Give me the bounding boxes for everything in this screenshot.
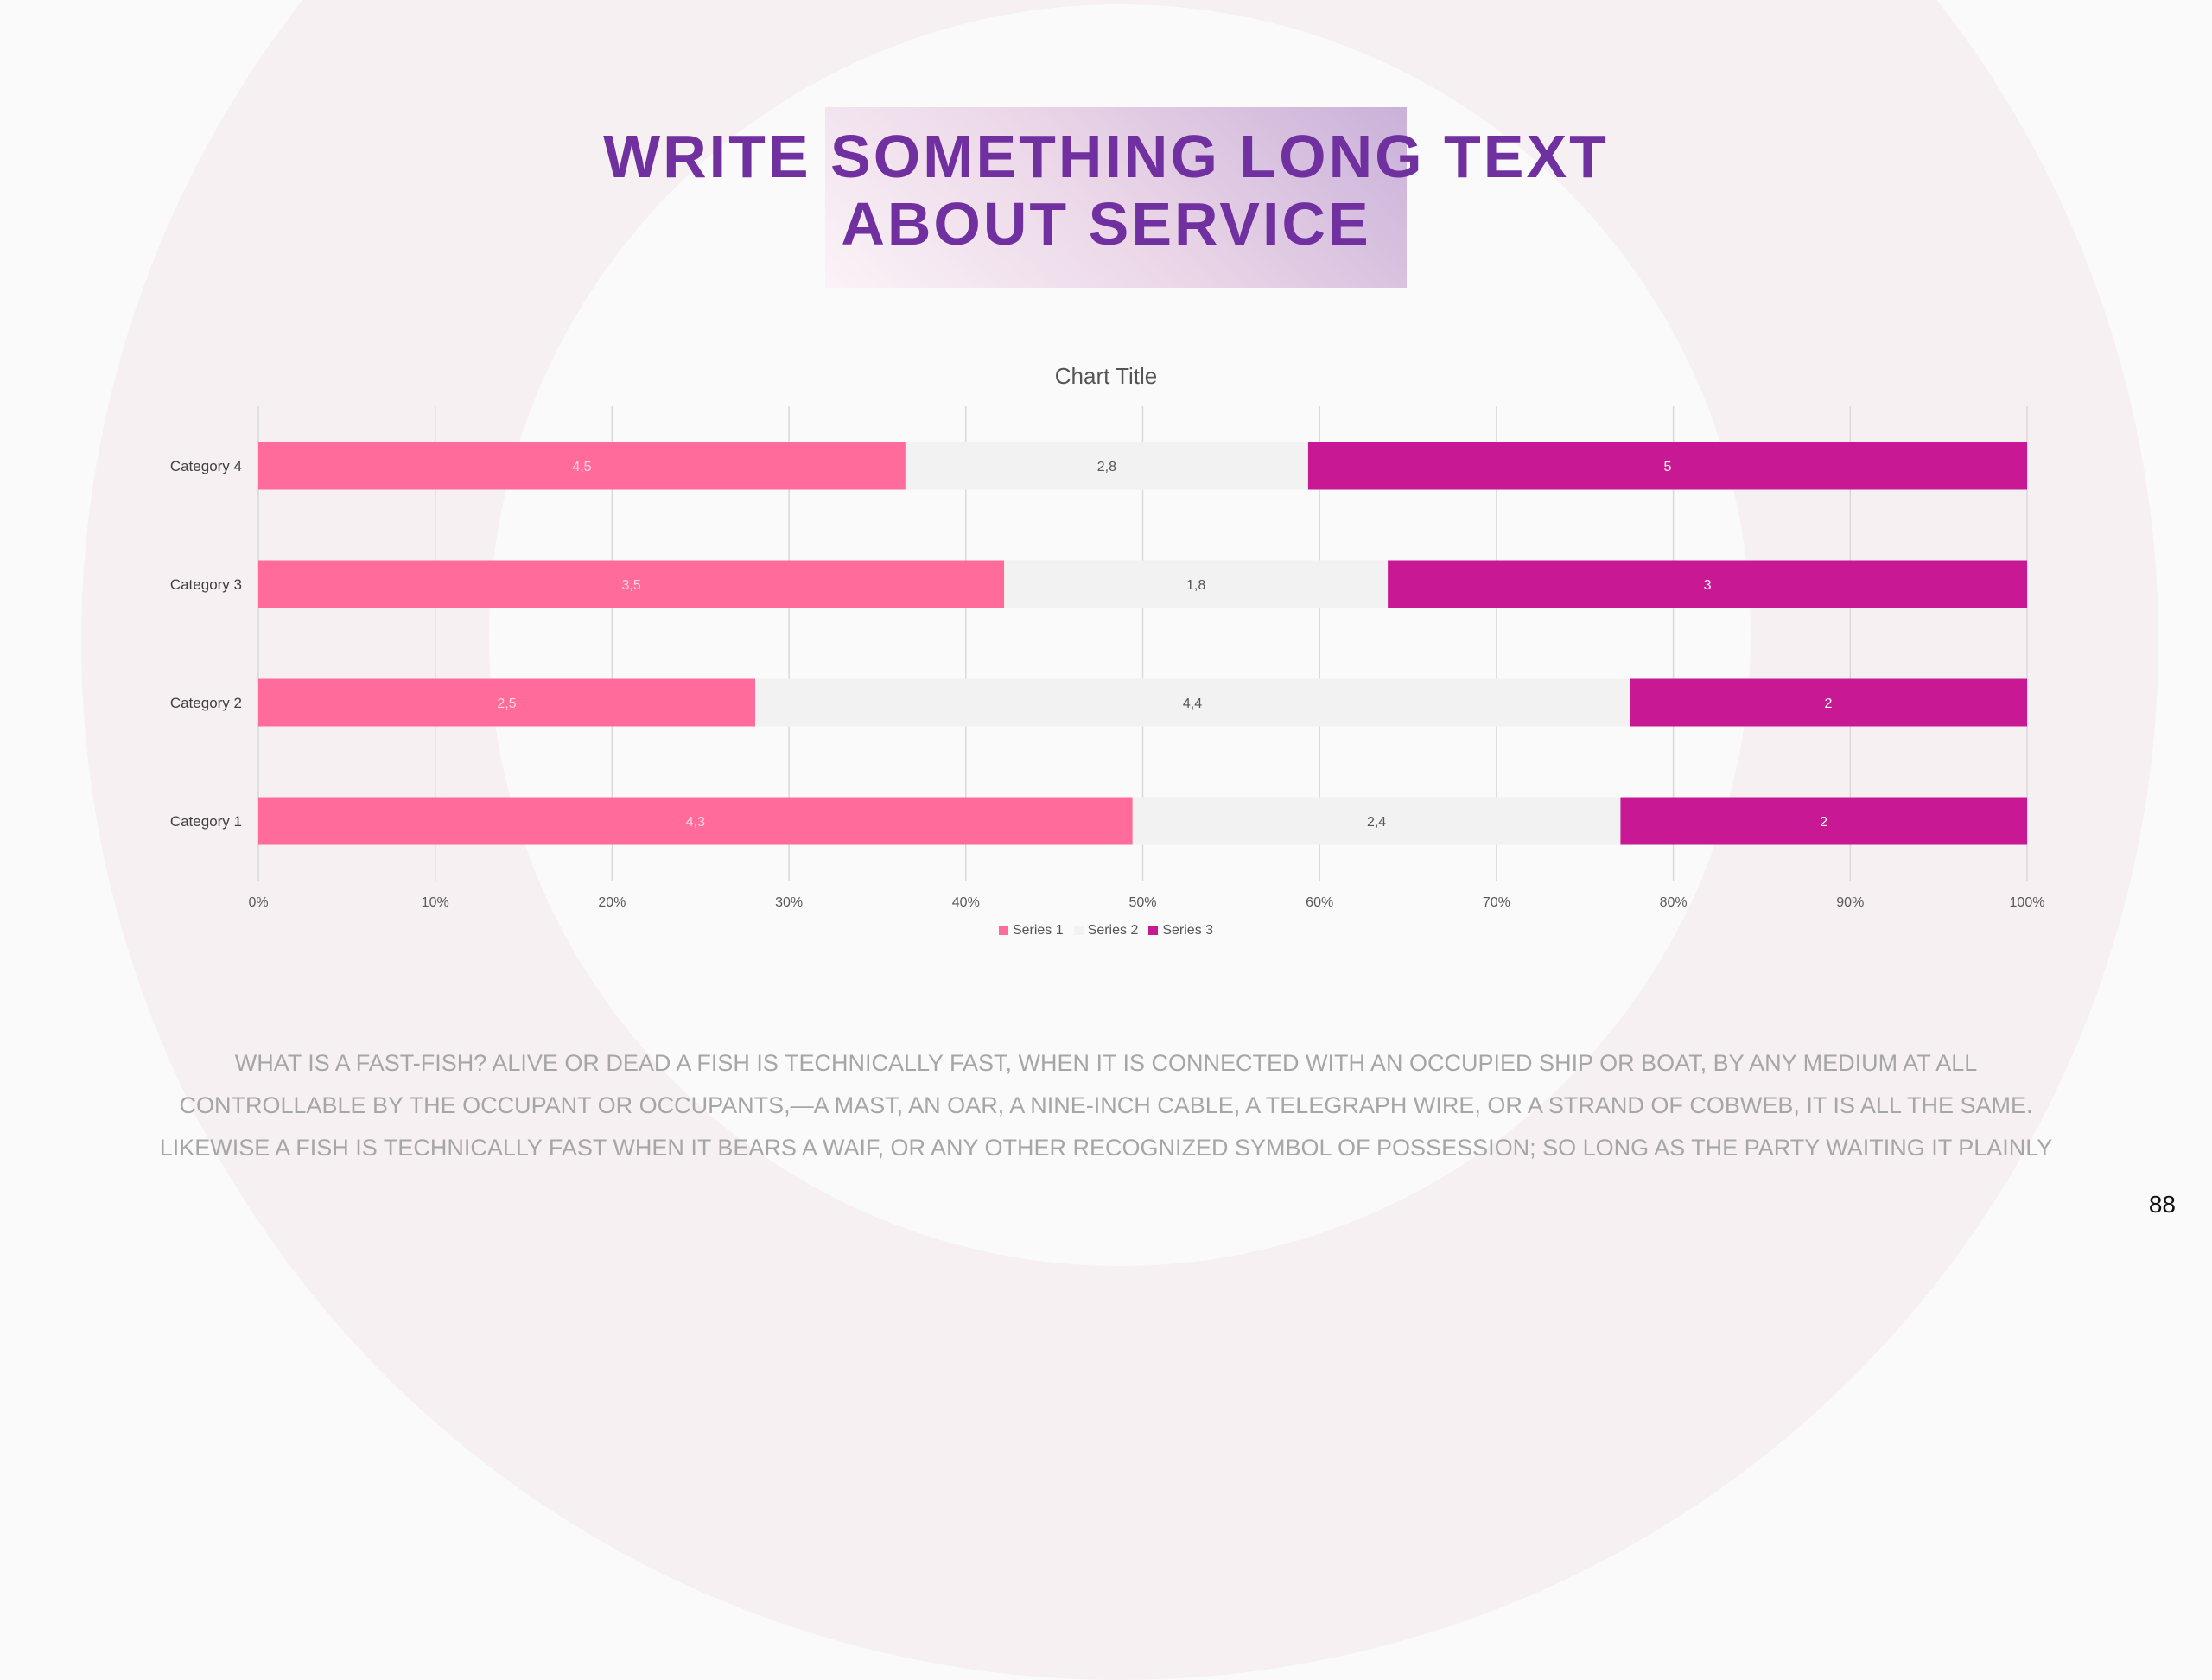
body-text: WHAT IS A FAST-FISH? ALIVE OR DEAD A FIS…: [159, 1050, 2053, 1161]
x-tick-label: 20%: [598, 895, 626, 910]
x-tick-label: 40%: [952, 895, 980, 910]
x-tick-label: 60%: [1306, 895, 1333, 910]
data-label: 4,3: [686, 815, 705, 830]
data-label: 2: [1820, 815, 1827, 830]
legend-label: Series 2: [1087, 923, 1139, 938]
title-highlight-box: [825, 107, 1407, 288]
data-label: 2,8: [1097, 460, 1116, 474]
data-label: 2: [1825, 697, 1833, 711]
legend-item: Series 3: [1148, 923, 1213, 939]
data-label: 2,4: [1367, 815, 1386, 830]
bar-series-1: [258, 797, 1133, 845]
legend-label: Series 1: [1012, 923, 1064, 938]
bar-series-3: [1307, 442, 2027, 490]
data-label: 2,5: [497, 697, 516, 711]
data-label: 4,5: [572, 460, 591, 474]
category-label: Category 4: [170, 458, 242, 474]
legend-item: Series 2: [1073, 923, 1139, 939]
page-title: WRITE SOMETHING LONG TEXT ABOUT SERVICE: [0, 123, 2212, 258]
bar-series-3: [1388, 560, 2027, 608]
category-label: Category 3: [170, 576, 242, 593]
bar-series-1: [258, 678, 755, 727]
data-label: 3,5: [621, 578, 640, 593]
title-line-2: ABOUT SERVICE: [841, 190, 1371, 258]
data-label: 4,4: [1183, 697, 1202, 711]
legend-label: Series 3: [1162, 923, 1214, 938]
bar-series-2: [905, 442, 1308, 490]
legend-item: Series 1: [998, 923, 1064, 939]
x-tick-label: 0%: [248, 895, 268, 910]
x-tick-label: 50%: [1128, 895, 1156, 910]
bar-chart: 0% 10% 20% 30% 40% 50% 60% 70% 80% 90% 100% Categor…: [170, 406, 2045, 910]
legend-swatch: [998, 926, 1008, 935]
bar-series-1: [258, 560, 1005, 608]
data-label: 5: [1663, 460, 1671, 474]
bar-series-2: [755, 678, 1630, 727]
title-line-1: WRITE SOMETHING LONG TEXT: [603, 123, 1609, 190]
category-label: Category 2: [170, 695, 242, 711]
x-tick-label: 80%: [1660, 895, 1688, 910]
bar-series-3: [1630, 678, 2027, 727]
chart-title: Chart Title: [1054, 363, 1158, 389]
legend-swatch: [1148, 926, 1159, 935]
bar-series-3: [1620, 797, 2027, 845]
data-label: 1,8: [1186, 578, 1205, 593]
bar-series-2: [1132, 797, 1621, 845]
category-label: Category 1: [170, 813, 242, 830]
legend-swatch: [1073, 926, 1084, 935]
chart-legend: Series 1 Series 2 Series 3: [0, 923, 2212, 939]
x-tick-label: 10%: [422, 895, 449, 910]
x-tick-label: 100%: [2010, 895, 2045, 910]
bar-series-2: [1004, 560, 1389, 608]
x-tick-label: 90%: [1836, 895, 1864, 910]
x-tick-label: 70%: [1483, 895, 1510, 910]
data-label: 3: [1704, 578, 1712, 593]
bar-series-1: [258, 442, 906, 490]
x-tick-label: 30%: [775, 895, 803, 910]
page-number: 88: [2148, 1191, 2176, 1218]
